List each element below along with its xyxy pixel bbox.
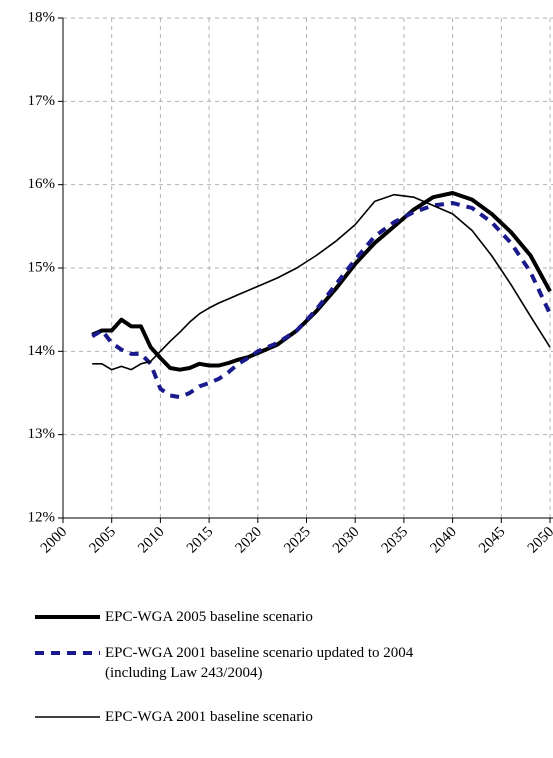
x-tick-label: 2045: [476, 524, 509, 557]
y-tick-label: 14%: [28, 343, 56, 359]
x-tick-label: 2015: [184, 524, 217, 557]
y-tick-label: 18%: [28, 9, 56, 25]
series-line: [91, 191, 552, 372]
x-tick-label: 2005: [86, 524, 119, 557]
x-tick-label: 2010: [135, 524, 168, 557]
x-tick-label: 2030: [330, 524, 363, 557]
x-tick-label: 2040: [427, 524, 460, 557]
series-line: [92, 193, 551, 371]
y-tick-label: 17%: [28, 93, 56, 109]
y-tick-label: 13%: [28, 426, 56, 442]
y-tick-label: 15%: [28, 259, 56, 275]
legend-label: EPC-WGA 2005 baseline scenario: [105, 609, 313, 625]
legend-label: EPC-WGA 2001 baseline scenario: [105, 709, 313, 725]
x-tick-label: 2025: [281, 524, 314, 557]
x-tick-label: 2000: [38, 524, 71, 557]
y-tick-label: 12%: [28, 509, 56, 525]
x-tick-label: 2020: [233, 524, 266, 557]
y-tick-label: 16%: [28, 176, 56, 192]
x-tick-label: 2035: [379, 524, 412, 557]
x-tick-label: 2050: [525, 524, 553, 557]
legend-label: EPC-WGA 2001 baseline scenario updated t…: [105, 645, 414, 681]
